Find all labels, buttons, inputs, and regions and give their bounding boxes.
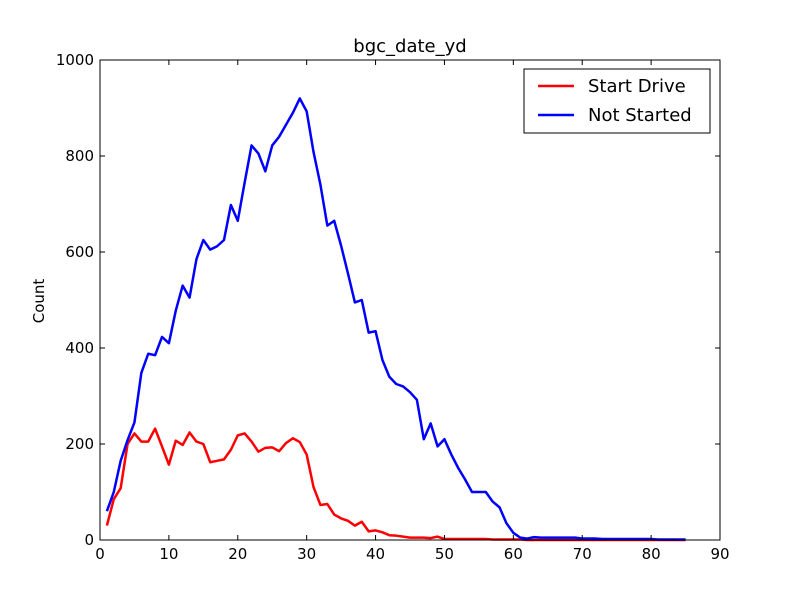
y-tick-label: 400 bbox=[65, 339, 94, 357]
x-tick-label: 60 bbox=[504, 545, 523, 563]
x-tick-label: 70 bbox=[573, 545, 592, 563]
legend-label: Not Started bbox=[588, 105, 692, 126]
x-tick-label: 30 bbox=[297, 545, 316, 563]
series-line-not-started bbox=[105, 97, 686, 541]
chart-title: bgc_date_yd bbox=[353, 36, 466, 57]
y-tick-label: 200 bbox=[65, 435, 94, 453]
y-tick-label: 600 bbox=[65, 243, 94, 261]
x-tick-label: 50 bbox=[435, 545, 454, 563]
legend-box bbox=[523, 68, 711, 134]
y-tick-label: 1000 bbox=[56, 51, 94, 69]
x-tick-label: 10 bbox=[159, 545, 178, 563]
x-tick-label: 40 bbox=[366, 545, 385, 563]
y-axis-label: Count bbox=[30, 279, 48, 324]
axes: 0 10 20 30 40 50 60 70 80 90 0 200 400 600 800 1000 bbox=[56, 51, 730, 563]
x-tick-label: 90 bbox=[710, 545, 729, 563]
legend: Start Drive Not Started bbox=[523, 68, 711, 134]
x-tick-label: 0 bbox=[95, 545, 105, 563]
legend-label: Start Drive bbox=[588, 76, 686, 97]
y-tick-label: 800 bbox=[65, 147, 94, 165]
x-tick-label: 80 bbox=[642, 545, 661, 563]
y-tick-label: 0 bbox=[84, 531, 94, 549]
plot-area bbox=[105, 97, 686, 542]
x-tick-label: 20 bbox=[228, 545, 247, 563]
plot-frame bbox=[99, 59, 721, 541]
series-line-start-drive bbox=[105, 427, 686, 542]
